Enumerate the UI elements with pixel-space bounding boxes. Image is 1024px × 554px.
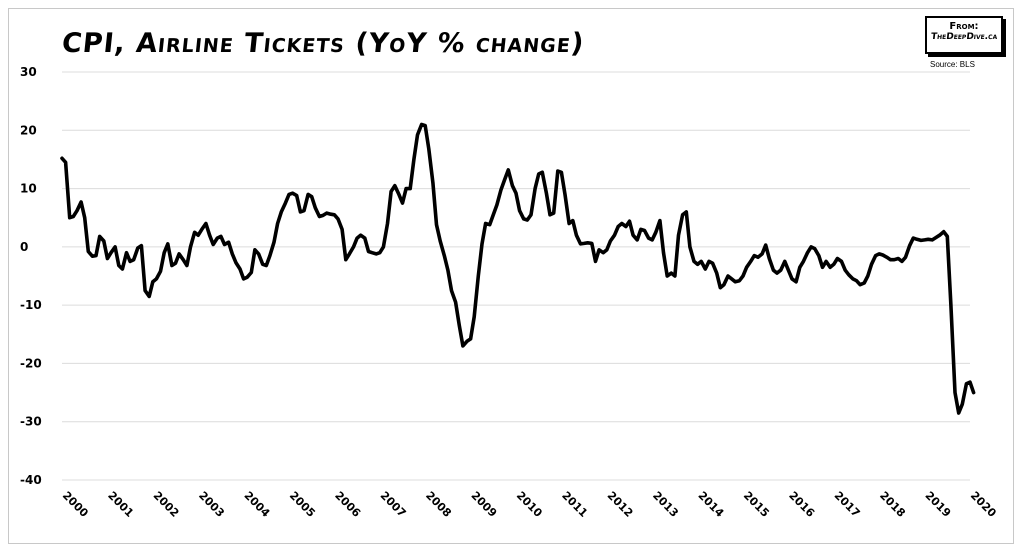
- source-note: Source: BLS: [930, 60, 975, 69]
- x-tick-label: 2005: [287, 489, 318, 520]
- x-tick-label: 2009: [468, 489, 499, 520]
- x-tick-label: 2007: [378, 489, 409, 520]
- x-tick-label: 2018: [877, 489, 908, 520]
- x-tick-label: 2008: [423, 489, 454, 520]
- y-tick-label: -20: [20, 356, 42, 370]
- x-tick-label: 2000: [60, 489, 91, 520]
- series-layer: [60, 122, 976, 415]
- x-tick-label: 2006: [332, 489, 363, 520]
- x-tick-label: 2004: [241, 489, 272, 520]
- x-tick-label: 2017: [832, 489, 863, 520]
- y-tick-label: -30: [20, 415, 42, 429]
- x-tick-label: 2015: [741, 489, 772, 520]
- y-tick-label: 0: [20, 240, 28, 254]
- x-axis-ticks: 2000 2001 2002 2003 2004 2005 2006 2007 2008 2009…: [60, 489, 999, 520]
- y-tick-label: 10: [20, 182, 37, 196]
- x-tick-label: 2012: [605, 489, 636, 520]
- series-line: [60, 122, 976, 415]
- badge-from-label: From:: [949, 21, 979, 32]
- x-tick-label: 2016: [786, 489, 817, 520]
- source-badge: From: TheDeepDive.ca: [925, 16, 1003, 54]
- x-tick-label: 2014: [695, 489, 726, 520]
- x-tick-label: 2020: [968, 489, 999, 520]
- x-tick-label: 2003: [196, 489, 227, 520]
- y-tick-label: -40: [20, 473, 42, 487]
- x-tick-label: 2019: [922, 489, 953, 520]
- y-tick-label: 30: [20, 65, 37, 79]
- gridlines: [62, 71, 970, 481]
- x-tick-label: 2010: [514, 489, 545, 520]
- y-axis-ticks: 30 20 10 0 -10 -20 -30 -40: [20, 65, 42, 487]
- y-tick-label: -10: [20, 298, 42, 312]
- x-tick-label: 2013: [650, 489, 681, 520]
- chart-frame: [8, 8, 1014, 544]
- x-tick-label: 2011: [559, 489, 590, 520]
- x-tick-label: 2001: [105, 489, 136, 520]
- x-tick-label: 2002: [151, 489, 182, 520]
- y-tick-label: 20: [20, 123, 37, 137]
